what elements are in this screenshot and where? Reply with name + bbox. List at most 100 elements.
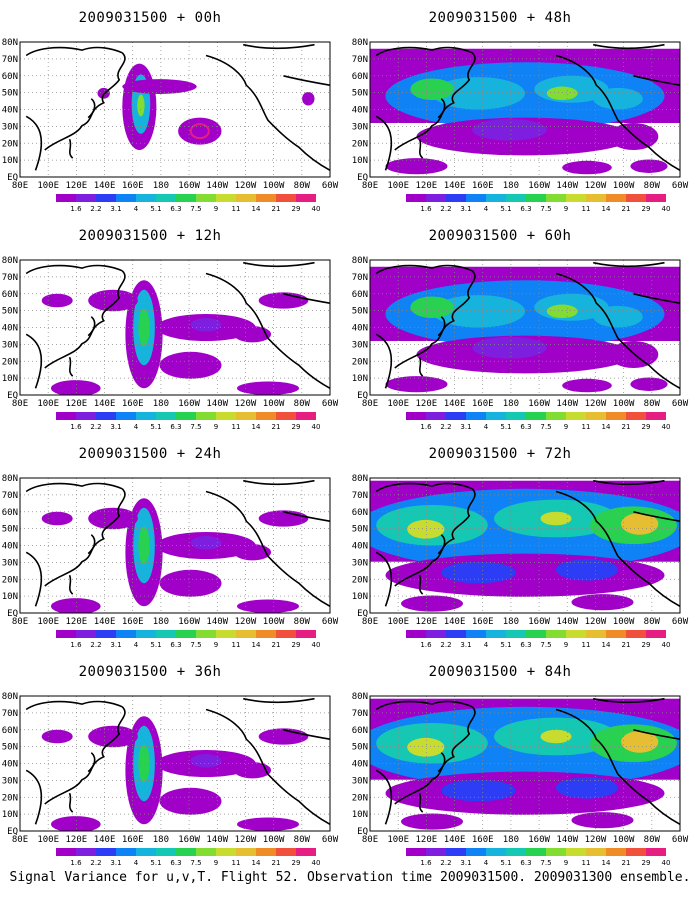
colorbar-swatch (216, 194, 236, 202)
lon-label: 100E (387, 399, 409, 409)
colorbar-label: 9 (214, 641, 218, 649)
colorbar-label: 9 (564, 859, 568, 867)
colorbar-swatch (276, 412, 296, 420)
colorbar-label: 40 (312, 205, 321, 213)
variance-region (556, 777, 618, 799)
colorbar-label: 11 (582, 859, 591, 867)
variance-region (593, 87, 643, 110)
colorbar-swatch (136, 194, 156, 202)
coastline (243, 697, 315, 704)
lat-label: EQ (7, 391, 18, 401)
panel-60h: 2009031500 + 60h 80N 70N 60N 50N 40N 30N 20N 10… (350, 218, 690, 440)
colorbar-swatch (526, 630, 546, 638)
coastline (44, 52, 126, 151)
lon-label: 140E (444, 399, 466, 409)
colorbar-swatch (276, 194, 296, 202)
colorbar-swatch (446, 848, 466, 856)
colorbar-label: 14 (602, 205, 611, 213)
lon-label: 100E (37, 181, 59, 191)
variance-region (432, 295, 525, 328)
lat-label: 20N (352, 357, 368, 367)
lon-label: 80W (644, 181, 661, 191)
colorbar-swatch (546, 848, 566, 856)
variance-region (562, 378, 612, 393)
coastline (555, 708, 680, 826)
lat-label: 70N (2, 55, 18, 65)
coastline (437, 316, 446, 337)
colorbar-label: 21 (272, 641, 281, 649)
lon-label: 140W (556, 617, 578, 627)
variance-region (546, 86, 578, 101)
colorbar-label: 6.3 (170, 859, 181, 867)
lon-label: 180 (153, 181, 169, 191)
lon-label: 140E (94, 835, 116, 845)
colorbar-swatch (426, 412, 446, 420)
lon-label: 60W (322, 617, 339, 627)
lon-label: 140E (94, 181, 116, 191)
map-frame (369, 259, 681, 396)
lon-label: 80E (362, 835, 378, 845)
lon-label: 80W (294, 617, 311, 627)
coastline (555, 490, 680, 608)
coastline (375, 264, 473, 275)
colorbar-label: 1.6 (70, 859, 82, 867)
colorbar-swatch (566, 194, 586, 202)
colorbar-label: 5.1 (150, 859, 161, 867)
colorbar-swatch (196, 848, 216, 856)
colorbar-label: 14 (602, 423, 611, 431)
colorbar-swatch (156, 194, 176, 202)
colorbar-swatch (466, 194, 486, 202)
coastline (243, 261, 315, 268)
variance-region (41, 729, 73, 744)
colorbar-swatch (176, 630, 196, 638)
panel-24h: 2009031500 + 24h 80N 70N 60N 50N 40N 30N 20N 10… (0, 436, 340, 658)
coastline (68, 574, 74, 595)
coastline (44, 706, 126, 805)
colorbar-swatch (566, 630, 586, 638)
colorbar-swatch (526, 194, 546, 202)
lat-label: 40N (352, 760, 368, 770)
colorbar-label: 4 (134, 859, 139, 867)
lon-label: 160W (178, 181, 200, 191)
colorbar-swatch (116, 848, 136, 856)
map-frame (369, 477, 681, 614)
lat-label: 80N (2, 256, 18, 266)
coastlines (375, 697, 680, 826)
lat-label: 40N (2, 542, 18, 552)
lat-label: EQ (357, 173, 368, 183)
variance-region (258, 728, 309, 745)
colorbar-label: 40 (312, 859, 321, 867)
lon-label: 80W (644, 617, 661, 627)
colorbar-swatch (256, 194, 276, 202)
colorbar-swatch (526, 848, 546, 856)
map-background (20, 42, 330, 177)
colorbar-label: 2.2 (440, 859, 451, 867)
colorbar-swatch (506, 848, 526, 856)
colorbar-swatch (156, 848, 176, 856)
variance-region (562, 160, 612, 175)
lon-label: 140W (556, 835, 578, 845)
lon-label: 160W (528, 617, 550, 627)
lat-label: 80N (352, 692, 368, 702)
coastline (375, 769, 393, 825)
colorbar-swatch (606, 630, 626, 638)
panel-title: 2009031500 + 36h (78, 664, 222, 680)
colorbar-swatch (406, 848, 426, 856)
variance-region (51, 816, 101, 831)
lat-label: 30N (2, 340, 18, 350)
lon-label: 80E (362, 399, 378, 409)
colorbar-label: 3.1 (110, 859, 121, 867)
coastline (593, 43, 665, 50)
colorbar-label: 4 (134, 205, 139, 213)
colorbar-swatch (466, 412, 486, 420)
colorbar-label: 7.5 (190, 205, 201, 213)
lon-label: 120W (235, 181, 257, 191)
variance-region (630, 159, 668, 173)
lat-label: 70N (2, 491, 18, 501)
lat-label: 20N (2, 139, 18, 149)
coastline (44, 270, 126, 369)
lat-label: 40N (2, 760, 18, 770)
colorbar-label: 9 (564, 423, 568, 431)
panel-72h: 2009031500 + 72h 80N 70N 60N 50N 40N 30N 20N 10… (350, 436, 690, 658)
